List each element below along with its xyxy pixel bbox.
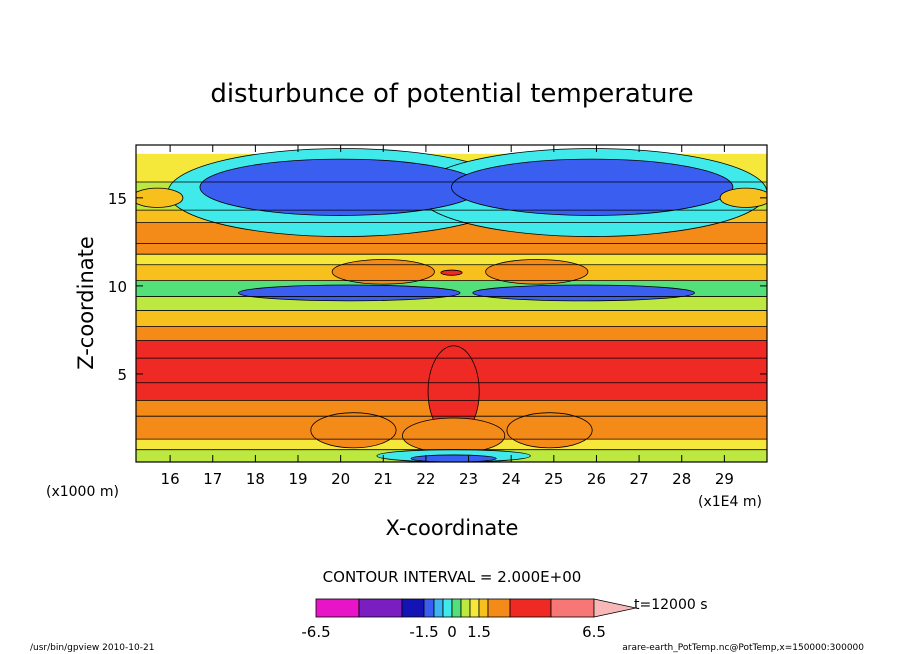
colorbar-label: 0 [447,623,457,641]
colorbar-label: -1.5 [409,623,438,641]
x-tick-label: 22 [416,470,435,488]
contour-region [199,158,482,216]
x-axis: 16 17 18 19 20 21 22 23 24 25 26 27 28 29 [161,145,734,488]
x-axis-label: X-coordinate [386,516,519,540]
layer-band [136,254,767,266]
contour-region [410,454,497,462]
contour-interval-label: CONTOUR INTERVAL = 2.000E+00 [323,568,582,586]
colorbar-swatch [550,598,595,618]
x-tick-label: 24 [502,470,521,488]
colorbar-swatch [315,598,360,618]
colorbar-swatch [433,598,444,618]
colorbar-label: -6.5 [301,623,330,641]
x-tick-label: 26 [587,470,606,488]
plot-frame [135,144,768,463]
time-label: t=12000 s [634,597,708,613]
z-tick-label: 5 [117,366,127,384]
x-tick-label: 29 [715,470,734,488]
z-axis: 5 10 15 [108,190,767,384]
colorbar-extend-arrow [593,598,637,618]
contour-region [451,158,734,216]
contour-region [472,284,695,302]
contour-region [402,417,506,454]
z-units-label: (x1000 m) [46,484,119,500]
layer-band [136,296,767,312]
contour-fill [136,148,767,462]
colorbar-swatch [478,598,489,618]
contour-region [136,187,184,208]
footer-left: /usr/bin/gpview 2010-10-21 [30,643,154,653]
contour-lines [136,181,767,451]
chart-title: disturbunce of potential temperature [210,79,693,109]
colorbar-swatch [423,598,435,618]
contour-region [506,412,593,449]
colorbar: -6.5 -1.5 0 1.5 6.5 [301,598,637,641]
contour-region [237,284,461,302]
z-axis-label: Z-coordinate [74,236,98,370]
x-tick-label: 19 [288,470,307,488]
x-tick-label: 20 [331,470,350,488]
z-tick-label: 10 [108,278,127,296]
x-tick-label: 27 [630,470,649,488]
contour-region [719,187,767,208]
x-tick-label: 23 [459,470,478,488]
footer-right: arare-earth_PotTemp.nc@PotTemp,x=150000:… [622,643,864,653]
x-tick-label: 16 [161,470,180,488]
x-tick-label: 17 [203,470,222,488]
colorbar-label: 1.5 [467,623,491,641]
colorbar-swatch [487,598,511,618]
x-tick-label: 25 [544,470,563,488]
colorbar-swatch [460,598,471,618]
contour-region [310,412,397,449]
colorbar-swatch [401,598,425,618]
x-tick-label: 18 [246,470,265,488]
x-tick-label: 21 [374,470,393,488]
colorbar-label: 6.5 [582,623,606,641]
contour-region [440,269,463,276]
x-tick-label: 28 [672,470,691,488]
layer-band [136,243,767,255]
colorbar-swatch [509,598,552,618]
colorbar-swatch [442,598,453,618]
colorbar-swatch [358,598,403,618]
contour-region [485,259,589,285]
layer-band [136,326,767,341]
colorbar-swatch [451,598,462,618]
contour-region [331,259,435,285]
layer-band [136,310,767,327]
x-units-label: (x1E4 m) [698,494,762,510]
colorbar-swatch [469,598,480,618]
z-tick-label: 15 [108,190,127,208]
